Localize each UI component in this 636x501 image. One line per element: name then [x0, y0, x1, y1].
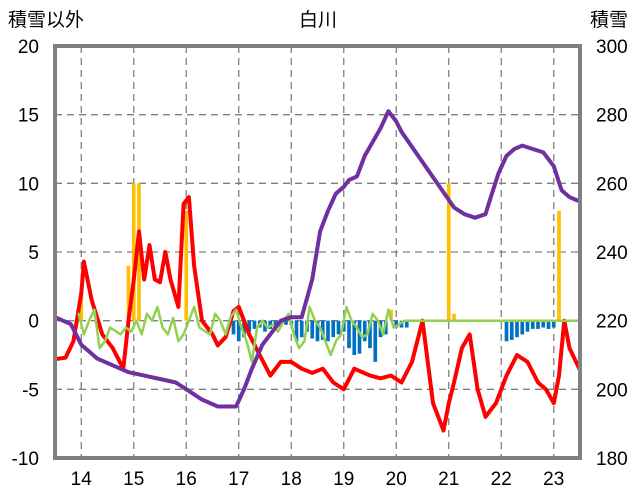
right-tick-label-1: 200: [596, 380, 628, 401]
bar-70: [446, 183, 451, 321]
left-axis-label: 積雪以外: [8, 9, 84, 31]
right-tick-label-2: 220: [596, 312, 628, 333]
bar-series: [79, 183, 561, 362]
x-axis-ticks: 14 15 16 17 18 19 20 21 22 23: [71, 469, 565, 490]
series-line-2: [77, 305, 579, 364]
right-tick-label-0: 180: [596, 449, 628, 470]
left-tick-label-2: 0: [28, 312, 39, 333]
bar-90: [551, 320, 556, 328]
x-tick-label-5: 19: [333, 469, 354, 490]
bar-53: [357, 320, 362, 354]
series-line-3: [53, 109, 580, 409]
line-series: [53, 109, 582, 433]
bar-83: [515, 320, 519, 338]
right-axis-ticks: 180 200 220 240 260 280 300: [596, 37, 628, 470]
x-tick-label-4: 18: [281, 469, 302, 490]
bar-30: [236, 320, 241, 342]
x-tick-label-0: 14: [71, 469, 93, 490]
bar-89: [546, 320, 551, 329]
bar-60: [394, 320, 399, 328]
x-tick-label-3: 17: [228, 469, 249, 490]
left-tick-label-6: 20: [18, 37, 39, 58]
bar-54: [362, 320, 367, 342]
bar-88: [541, 320, 546, 328]
bar-62: [404, 320, 409, 328]
left-axis-ticks: -10 -5 0 5 10 15 20: [12, 37, 39, 470]
right-tick-label-6: 300: [596, 37, 628, 58]
left-tick-label-1: -5: [22, 380, 39, 401]
bar-9: [126, 265, 131, 321]
bar-84: [520, 320, 525, 335]
bar-42: [299, 320, 304, 338]
x-tick-label-2: 16: [176, 469, 197, 490]
right-tick-label-5: 280: [596, 106, 628, 127]
bar-45: [315, 320, 320, 342]
bar-71: [452, 313, 456, 321]
bar-31: [242, 320, 246, 338]
left-tick-label-4: 10: [18, 174, 39, 195]
bar-47: [326, 320, 330, 342]
bar-39: [284, 320, 288, 325]
left-tick-label-5: 15: [18, 106, 39, 127]
bar-35: [263, 320, 267, 332]
right-axis-label: 積雪: [590, 9, 628, 31]
bar-85: [525, 320, 530, 332]
bar-48: [331, 320, 336, 338]
bar-46: [320, 320, 325, 340]
bar-32: [247, 320, 252, 332]
bar-56: [373, 320, 378, 362]
bar-86: [530, 320, 535, 329]
bar-51: [347, 320, 351, 349]
left-tick-label-3: 5: [28, 243, 39, 264]
bar-82: [509, 320, 514, 340]
bar-20: [184, 210, 189, 321]
x-tick-label-7: 21: [438, 469, 459, 490]
bar-52: [352, 320, 357, 355]
bar-0: [79, 293, 84, 321]
series-line-1: [53, 195, 582, 433]
bar-33: [252, 320, 257, 329]
bar-55: [368, 320, 372, 349]
x-tick-label-8: 22: [491, 469, 512, 490]
bar-29: [231, 320, 236, 335]
right-tick-label-4: 260: [596, 174, 628, 195]
x-tick-label-1: 15: [123, 469, 144, 490]
bar-10: [131, 183, 136, 321]
x-tick-label-6: 20: [386, 469, 407, 490]
bar-37: [273, 320, 278, 328]
bar-49: [336, 320, 341, 335]
bar-41: [294, 320, 299, 342]
left-tick-label-0: -10: [12, 449, 39, 470]
bar-91: [557, 210, 561, 321]
plot-frame: [53, 44, 582, 460]
bar-44: [310, 320, 315, 339]
chart-title: 白川: [299, 9, 337, 31]
bar-81: [504, 320, 509, 342]
bar-87: [536, 320, 540, 329]
x-tick-label-9: 23: [543, 469, 564, 490]
bar-11: [137, 183, 141, 321]
right-tick-label-3: 240: [596, 243, 628, 264]
